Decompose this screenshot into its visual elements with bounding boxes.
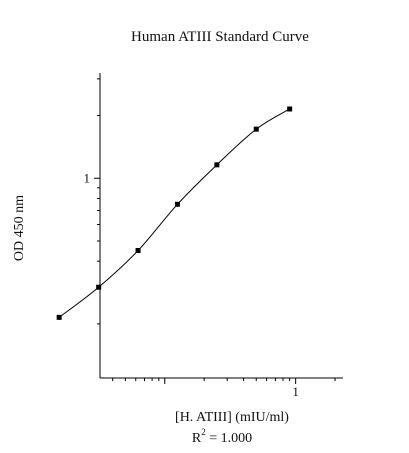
data-point-5	[253, 126, 259, 132]
r-squared-annotation: R2 = 1.000	[192, 427, 252, 446]
data-point-3	[174, 201, 180, 207]
fit-curve	[58, 108, 290, 318]
fit-curve-layer	[58, 108, 290, 318]
y-tick-label-0: 1	[84, 170, 91, 185]
chart-title: Human ATIII Standard Curve	[131, 29, 309, 45]
r-squared-base: R	[192, 431, 202, 446]
points-layer	[56, 106, 293, 320]
r-squared-value: = 1.000	[206, 431, 252, 446]
y-axis-label: OD 450 nm	[12, 195, 27, 261]
axes: 11	[84, 73, 343, 399]
data-point-4	[214, 162, 220, 168]
data-point-1	[96, 284, 102, 290]
data-point-2	[135, 248, 141, 254]
x-axis-label: [H. ATIII] (mIU/ml)	[175, 410, 289, 425]
x-tick-label-0: 1	[292, 384, 299, 399]
r-squared-superscript: 2	[201, 427, 206, 437]
data-point-0	[56, 314, 62, 320]
data-point-6	[287, 106, 293, 112]
